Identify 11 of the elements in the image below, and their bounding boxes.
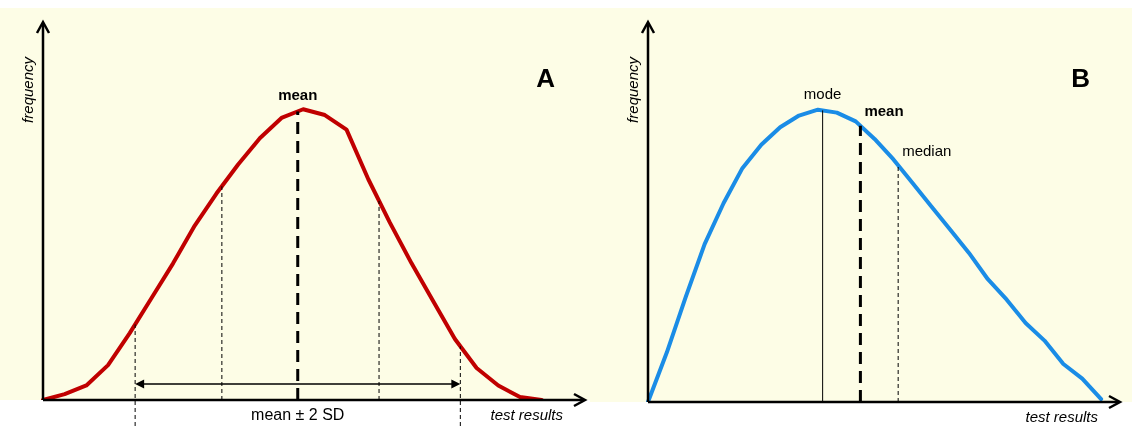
y-axis-title: frequency xyxy=(624,55,642,123)
text: B xyxy=(1071,63,1090,94)
x-axis-title: test results xyxy=(1025,407,1099,425)
y-axis-title: frequency xyxy=(19,55,37,123)
text: A xyxy=(536,63,556,94)
x-axis-title: test results xyxy=(490,405,564,423)
text: mean ± 2 SD xyxy=(251,406,345,424)
text: mean xyxy=(278,86,318,104)
annotation: mean xyxy=(864,102,904,120)
annotation: median xyxy=(902,141,952,159)
text: mode xyxy=(803,85,842,103)
